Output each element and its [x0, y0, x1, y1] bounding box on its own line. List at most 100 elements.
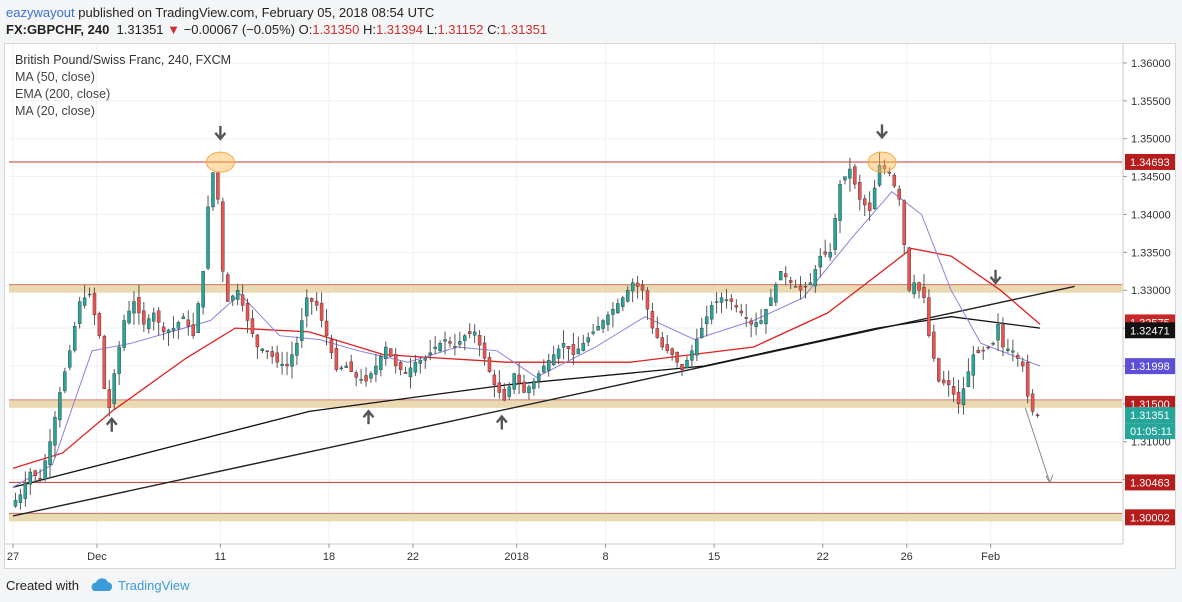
- candle-body-bullish: [621, 297, 625, 307]
- candle: [166, 328, 171, 346]
- candle-body-bullish: [196, 303, 200, 333]
- candle-body-bearish: [783, 273, 788, 278]
- candle: [927, 289, 931, 338]
- candle-body-bullish: [872, 187, 877, 210]
- ma20-line: [12, 191, 1041, 488]
- candle-body-bearish: [453, 346, 457, 348]
- candle: [818, 248, 823, 278]
- candle: [596, 316, 600, 331]
- price-tick-label: 1.35500: [1131, 96, 1171, 108]
- time-tick-label: 15: [708, 551, 720, 563]
- candle-body-bearish: [107, 389, 112, 408]
- candle-body-bullish: [754, 322, 758, 327]
- candle-body-bearish: [477, 335, 482, 346]
- candle-body-bullish: [384, 346, 388, 359]
- candle-body-bearish: [492, 374, 497, 386]
- candle: [290, 341, 294, 379]
- candle-body-bullish: [43, 460, 47, 480]
- candle: [719, 292, 724, 314]
- candle: [443, 331, 447, 355]
- candle-body-bullish: [838, 183, 842, 221]
- change-value: −0.00067 (−0.05%): [183, 22, 295, 37]
- candle-body-bearish: [1020, 361, 1025, 367]
- author-link[interactable]: eazywayout: [6, 5, 75, 20]
- candle-body-bullish: [556, 348, 561, 359]
- candle: [902, 199, 906, 255]
- legend-ema200[interactable]: EMA (200, close): [15, 87, 111, 101]
- candle-body-bearish: [986, 346, 990, 349]
- candle: [724, 288, 729, 309]
- candle-body-bearish: [660, 337, 665, 348]
- candle: [853, 163, 857, 189]
- candle: [235, 283, 240, 306]
- price-chart[interactable]: 1.36000 1.35500 1.35000 1.34500 1.34000 1.335…: [5, 44, 1177, 570]
- candle-body-bullish: [147, 318, 151, 329]
- candle-body-bearish: [38, 478, 42, 480]
- tradingview-cloud-icon[interactable]: [88, 578, 114, 592]
- chart-panel[interactable]: 1.36000 1.35500 1.35000 1.34500 1.34000 1.335…: [4, 43, 1176, 569]
- candle-body-bullish: [151, 312, 156, 322]
- candle-body-bullish: [704, 316, 709, 325]
- tradingview-link[interactable]: TradingView: [118, 578, 190, 593]
- candle-body-bullish: [235, 290, 240, 300]
- candle: [176, 320, 181, 340]
- candle-body-bullish: [472, 331, 477, 336]
- candle-body-bullish: [685, 360, 689, 368]
- candle-body-bullish: [112, 373, 116, 404]
- time-tick-label: 8: [602, 551, 608, 563]
- indicator-price-tag: 1.32471: [1130, 325, 1170, 337]
- candle-body-bearish: [1025, 362, 1030, 397]
- time-tick-label: Dec: [87, 551, 107, 563]
- candle-body-bullish: [546, 360, 551, 371]
- candle: [611, 301, 615, 328]
- candle-body-bearish: [448, 341, 452, 344]
- candle: [774, 282, 778, 307]
- candle: [537, 370, 541, 389]
- candle: [196, 301, 200, 334]
- projection-arrow-head: [1045, 474, 1054, 484]
- legend-ma50[interactable]: MA (50, close): [15, 70, 95, 84]
- chart-legend: British Pound/Swiss Franc, 240, FXCM MA …: [15, 52, 231, 120]
- candle-body-bearish: [1016, 355, 1020, 359]
- candle: [502, 383, 507, 402]
- candle-body-bullish: [961, 388, 966, 405]
- candle: [640, 279, 645, 301]
- candle-body-bearish: [285, 363, 289, 367]
- bar-countdown-bg: [1125, 423, 1175, 440]
- candle-body-bullish: [601, 320, 605, 329]
- candle-body-bullish: [769, 297, 773, 306]
- candle-body-bullish: [625, 290, 630, 302]
- candle: [497, 369, 502, 399]
- price-tick-label: 1.36000: [1131, 58, 1171, 70]
- candle-body-bullish: [181, 316, 186, 320]
- candle: [764, 308, 768, 335]
- candle-body-bullish: [295, 343, 299, 356]
- candle-body-bearish: [142, 310, 146, 325]
- candle: [137, 284, 141, 325]
- candle: [250, 309, 255, 338]
- legend-ma20[interactable]: MA (20, close): [15, 104, 95, 118]
- candle-body-bearish: [102, 335, 107, 389]
- candle-body-bullish: [912, 282, 916, 295]
- candle: [695, 328, 699, 362]
- down-arrow-head: [989, 276, 1002, 285]
- candle: [946, 370, 951, 397]
- candle-body-bullish: [58, 392, 62, 421]
- candle-body-bearish: [33, 470, 37, 477]
- last-price: 1.31351: [116, 22, 164, 37]
- time-tick-label: 2018: [504, 551, 528, 563]
- down-arrow-head: [214, 132, 227, 141]
- candle: [749, 317, 753, 338]
- candle: [275, 345, 279, 368]
- down-arrow-icon: [989, 269, 1002, 285]
- candle: [221, 197, 225, 283]
- candle-body-bearish: [650, 311, 655, 329]
- candle-body-bearish: [137, 297, 141, 314]
- candle: [122, 314, 126, 352]
- candle: [576, 336, 581, 355]
- candle: [848, 157, 852, 192]
- candle-body-bearish: [803, 285, 808, 288]
- candle: [324, 308, 329, 346]
- time-tick-label: 27: [7, 551, 19, 563]
- support-resistance-zone: [9, 513, 1122, 522]
